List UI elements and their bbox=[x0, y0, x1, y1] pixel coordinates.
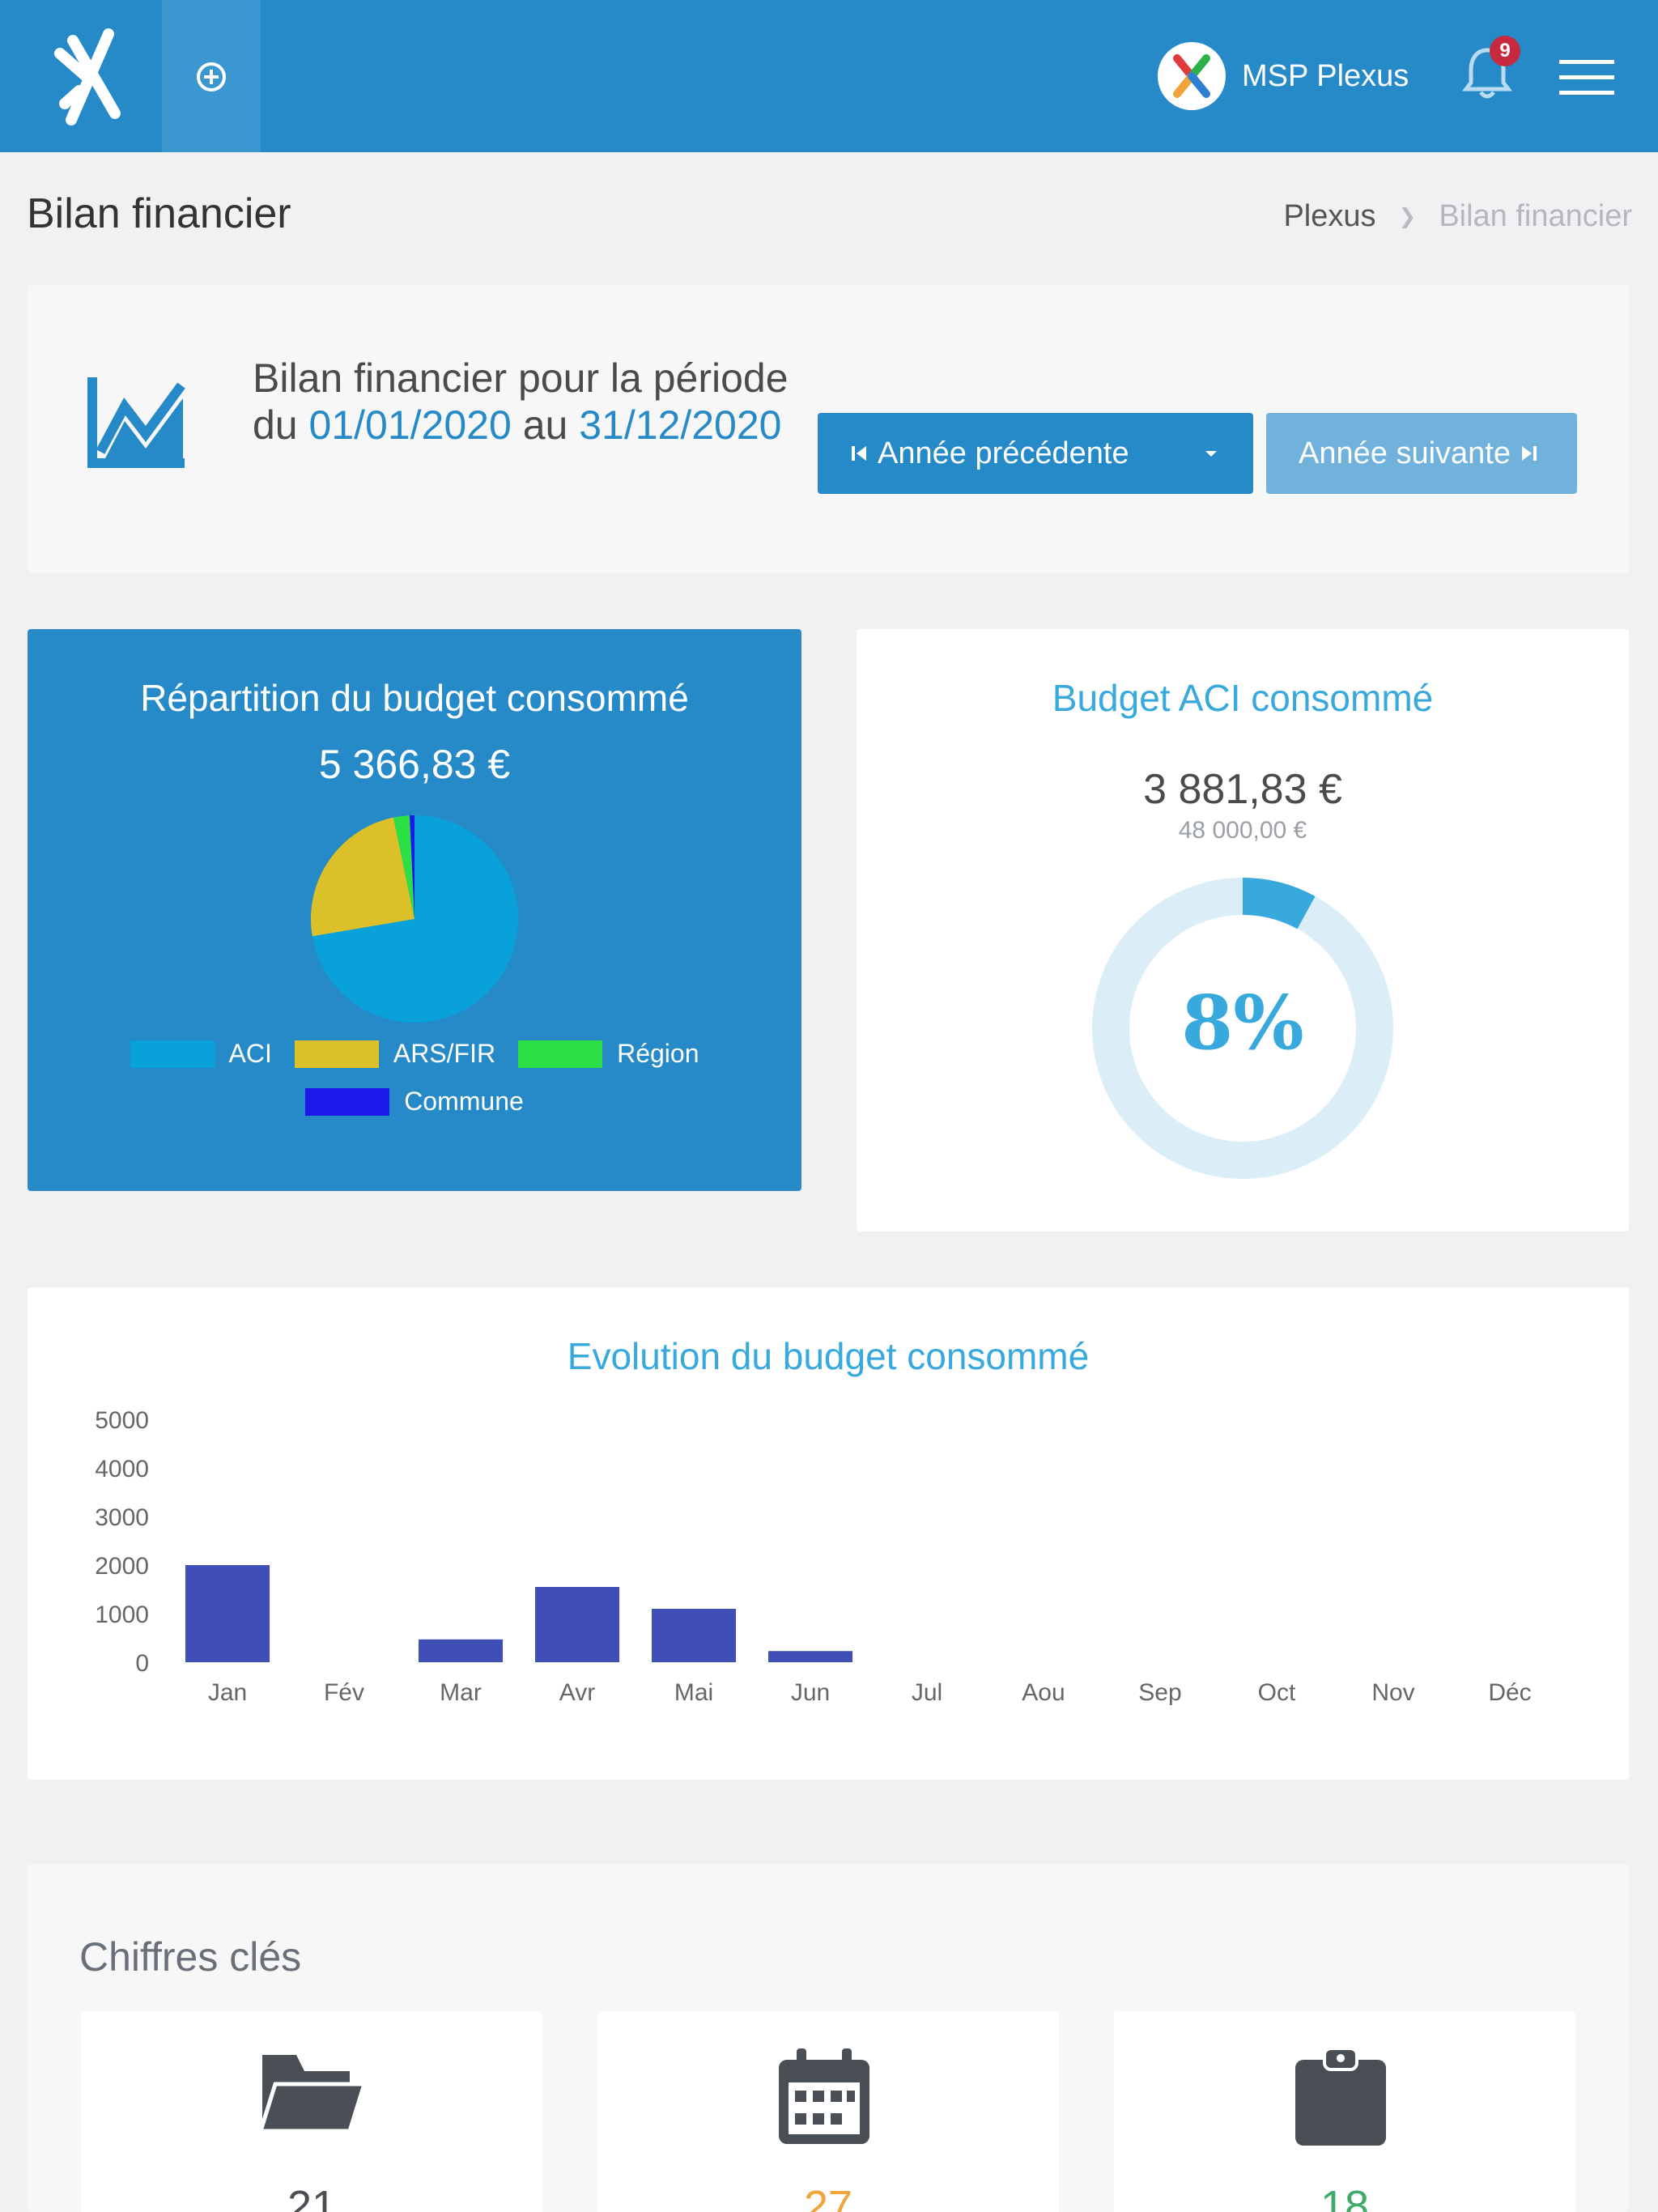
bar-jan[interactable] bbox=[185, 1565, 270, 1662]
x-tick-label: Avr bbox=[559, 1679, 595, 1706]
bar-mai[interactable] bbox=[652, 1609, 736, 1662]
aci-percent: 8% bbox=[1181, 979, 1304, 1066]
org-name: MSP Plexus bbox=[1242, 58, 1409, 93]
x-tick-label: Fév bbox=[324, 1679, 364, 1706]
bar-jun[interactable] bbox=[768, 1651, 852, 1662]
y-tick-label: 1000 bbox=[95, 1602, 149, 1628]
breadcrumb-link-home[interactable]: Plexus bbox=[1283, 199, 1376, 233]
aci-total-budget: 48 000,00 € bbox=[1178, 817, 1307, 844]
key-figure-appointments[interactable]: 27 bbox=[597, 2011, 1059, 2212]
distribution-title: Répartition du budget consommé bbox=[140, 677, 689, 719]
breadcrumb: Plexus ❯ Bilan financier bbox=[1283, 199, 1632, 234]
x-tick-label: Jun bbox=[791, 1679, 830, 1706]
next-year-button[interactable]: Année suivante bbox=[1266, 413, 1577, 494]
key-figure-value: 18 bbox=[1320, 2182, 1370, 2212]
aci-consumed-amount: 3 881,83 € bbox=[1143, 766, 1342, 813]
pie-slice-commune[interactable] bbox=[410, 815, 414, 919]
period-end-date[interactable]: 31/12/2020 bbox=[579, 402, 782, 448]
notification-badge: 9 bbox=[1490, 36, 1520, 66]
distribution-legend: ACI ARS/FIR Région Commune bbox=[28, 1039, 801, 1134]
legend-label: Commune bbox=[404, 1087, 524, 1116]
breadcrumb-current: Bilan financier bbox=[1439, 199, 1632, 233]
key-figures-section: Chiffres clés 21 27 18 bbox=[28, 1864, 1629, 2212]
legend-swatch bbox=[518, 1040, 603, 1068]
legend-item[interactable]: ACI bbox=[130, 1039, 272, 1069]
organization-switcher[interactable]: MSP Plexus bbox=[1156, 40, 1409, 112]
y-tick-label: 2000 bbox=[95, 1553, 149, 1580]
budget-distribution-card: Répartition du budget consommé 5 366,83 … bbox=[28, 629, 801, 1191]
x-tick-label: Jan bbox=[208, 1679, 247, 1706]
pie-slice-rgion[interactable] bbox=[393, 815, 414, 919]
legend-swatch bbox=[130, 1040, 215, 1068]
evolution-title: Evolution du budget consommé bbox=[567, 1335, 1090, 1377]
key-figure-tasks[interactable]: 18 bbox=[1114, 2011, 1575, 2212]
aci-title: Budget ACI consommé bbox=[1052, 677, 1434, 719]
top-bar: MSP Plexus 9 bbox=[0, 0, 1658, 152]
x-tick-label: Aou bbox=[1022, 1679, 1065, 1706]
key-figure-value: 21 bbox=[287, 2182, 337, 2212]
legend-swatch bbox=[294, 1040, 379, 1068]
evolution-bar-chart: 0 1000 2000 3000 4000 5000 Jan Fév Mar Avr Mai Jun J… bbox=[95, 1407, 1531, 1706]
bar-mar[interactable] bbox=[419, 1639, 503, 1662]
y-tick-label: 5000 bbox=[95, 1407, 149, 1434]
legend-label: ACI bbox=[228, 1039, 272, 1068]
line-chart-icon bbox=[87, 377, 185, 468]
add-button[interactable] bbox=[162, 0, 261, 152]
skip-forward-icon bbox=[1521, 446, 1537, 461]
y-tick-label: 4000 bbox=[95, 1456, 149, 1482]
skip-back-icon bbox=[852, 446, 866, 461]
x-tick-label: Oct bbox=[1258, 1679, 1296, 1706]
previous-year-button[interactable]: Année précédente bbox=[818, 413, 1253, 494]
caret-down-icon[interactable] bbox=[1205, 450, 1218, 458]
previous-year-label: Année précédente bbox=[878, 436, 1129, 470]
key-figure-folders[interactable]: 21 bbox=[81, 2011, 542, 2212]
x-tick-label: Déc bbox=[1488, 1679, 1531, 1706]
x-tick-label: Nov bbox=[1371, 1679, 1414, 1706]
legend-item[interactable]: Commune bbox=[305, 1087, 524, 1117]
period-prefix: Bilan financier pour la période du bbox=[253, 355, 789, 448]
folder-open-icon bbox=[259, 2055, 366, 2133]
add-circle-icon bbox=[197, 62, 226, 91]
x-tick-label: Sep bbox=[1138, 1679, 1181, 1706]
menu-icon[interactable] bbox=[1559, 60, 1614, 96]
pie-slice-arsfir[interactable] bbox=[311, 817, 414, 937]
period-start-date[interactable]: 01/01/2020 bbox=[308, 402, 512, 448]
distribution-pie-chart bbox=[311, 815, 518, 1023]
legend-item[interactable]: Région bbox=[518, 1039, 699, 1069]
period-description: Bilan financier pour la période du 01/01… bbox=[253, 355, 803, 449]
aci-budget-card: Budget ACI consommé 3 881,83 € 48 000,00… bbox=[857, 629, 1629, 1231]
x-tick-label: Mar bbox=[440, 1679, 482, 1706]
pie-slice-aci[interactable] bbox=[312, 815, 518, 1023]
org-logo-icon bbox=[1158, 42, 1226, 110]
bar-avr[interactable] bbox=[535, 1587, 619, 1662]
clipboard-icon bbox=[1295, 2047, 1386, 2146]
legend-label: ARS/FIR bbox=[393, 1039, 496, 1068]
legend-item[interactable]: ARS/FIR bbox=[294, 1039, 496, 1069]
key-figures-title: Chiffres clés bbox=[79, 1934, 302, 1980]
calendar-icon bbox=[779, 2048, 869, 2144]
donut-progress-arc bbox=[1092, 878, 1393, 1179]
next-year-label: Année suivante bbox=[1299, 436, 1511, 470]
period-connector: au bbox=[522, 402, 568, 448]
app-logo[interactable] bbox=[0, 0, 162, 152]
legend-label: Région bbox=[617, 1039, 699, 1068]
aci-donut-gauge bbox=[1092, 878, 1393, 1179]
logo-icon bbox=[54, 28, 121, 125]
key-figure-value: 27 bbox=[803, 2182, 853, 2212]
budget-evolution-card: Evolution du budget consommé 0 1000 2000 30… bbox=[28, 1287, 1629, 1780]
legend-swatch bbox=[305, 1087, 390, 1116]
y-tick-label: 0 bbox=[135, 1650, 149, 1677]
chevron-right-icon: ❯ bbox=[1398, 204, 1417, 228]
x-tick-label: Jul bbox=[912, 1679, 942, 1706]
distribution-total: 5 366,83 € bbox=[318, 742, 511, 787]
page-title: Bilan financier bbox=[27, 190, 291, 237]
x-tick-label: Mai bbox=[674, 1679, 713, 1706]
y-tick-label: 3000 bbox=[95, 1504, 149, 1531]
